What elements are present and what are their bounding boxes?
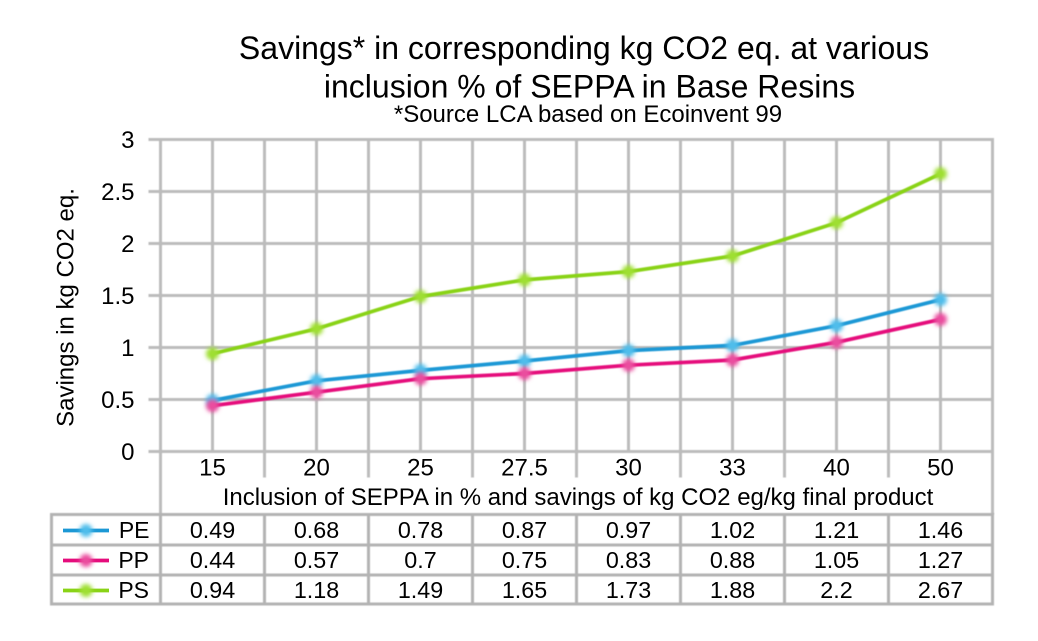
svg-text:27.5: 27.5 [501, 455, 548, 482]
svg-text:1.49: 1.49 [398, 577, 443, 603]
svg-text:2.5: 2.5 [101, 179, 134, 206]
svg-text:0: 0 [121, 439, 134, 466]
svg-text:25: 25 [407, 455, 434, 482]
svg-text:2.2: 2.2 [820, 577, 852, 603]
svg-text:1.27: 1.27 [918, 547, 963, 573]
svg-text:15: 15 [199, 455, 226, 482]
svg-text:3: 3 [121, 127, 134, 154]
svg-text:33: 33 [719, 455, 746, 482]
svg-text:PP: PP [118, 547, 149, 573]
svg-text:0.87: 0.87 [502, 517, 547, 543]
svg-text:0.68: 0.68 [294, 517, 339, 543]
svg-text:1.02: 1.02 [710, 517, 755, 543]
svg-text:Inclusion of SEPPA in % and sa: Inclusion of SEPPA in % and savings of k… [223, 484, 934, 511]
svg-text:2.67: 2.67 [918, 577, 963, 603]
svg-text:1.88: 1.88 [710, 577, 755, 603]
svg-text:0.78: 0.78 [398, 517, 443, 543]
svg-text:*Source LCA based on Ecoinvent: *Source LCA based on Ecoinvent 99 [394, 101, 782, 128]
svg-text:0.83: 0.83 [606, 547, 651, 573]
svg-text:0.88: 0.88 [710, 547, 755, 573]
svg-text:0.7: 0.7 [404, 547, 436, 573]
svg-text:20: 20 [303, 455, 330, 482]
svg-text:40: 40 [823, 455, 850, 482]
svg-text:0.97: 0.97 [606, 517, 651, 543]
svg-text:0.75: 0.75 [502, 547, 547, 573]
svg-text:1.65: 1.65 [502, 577, 547, 603]
svg-text:50: 50 [927, 455, 954, 482]
svg-text:Savings in kg CO2 eq.: Savings in kg CO2 eq. [53, 188, 80, 427]
svg-text:PS: PS [118, 577, 149, 603]
svg-text:1.73: 1.73 [606, 577, 651, 603]
svg-text:30: 30 [615, 455, 642, 482]
svg-text:1.5: 1.5 [101, 283, 134, 310]
svg-text:0.5: 0.5 [101, 387, 134, 414]
svg-text:1.46: 1.46 [918, 517, 963, 543]
svg-text:inclusion % of SEPPA in Base R: inclusion % of SEPPA in Base Resins [324, 69, 855, 105]
svg-text:0.94: 0.94 [190, 577, 235, 603]
svg-text:Savings* in corresponding kg C: Savings* in corresponding kg CO2 eq. at … [239, 30, 929, 66]
svg-text:0.49: 0.49 [190, 517, 235, 543]
svg-text:0.44: 0.44 [190, 547, 235, 573]
svg-text:1.21: 1.21 [814, 517, 859, 543]
svg-text:1.05: 1.05 [814, 547, 859, 573]
svg-text:1: 1 [121, 335, 134, 362]
svg-text:1.18: 1.18 [294, 577, 339, 603]
svg-text:0.57: 0.57 [294, 547, 339, 573]
svg-text:PE: PE [119, 517, 150, 543]
svg-text:2: 2 [121, 231, 134, 258]
